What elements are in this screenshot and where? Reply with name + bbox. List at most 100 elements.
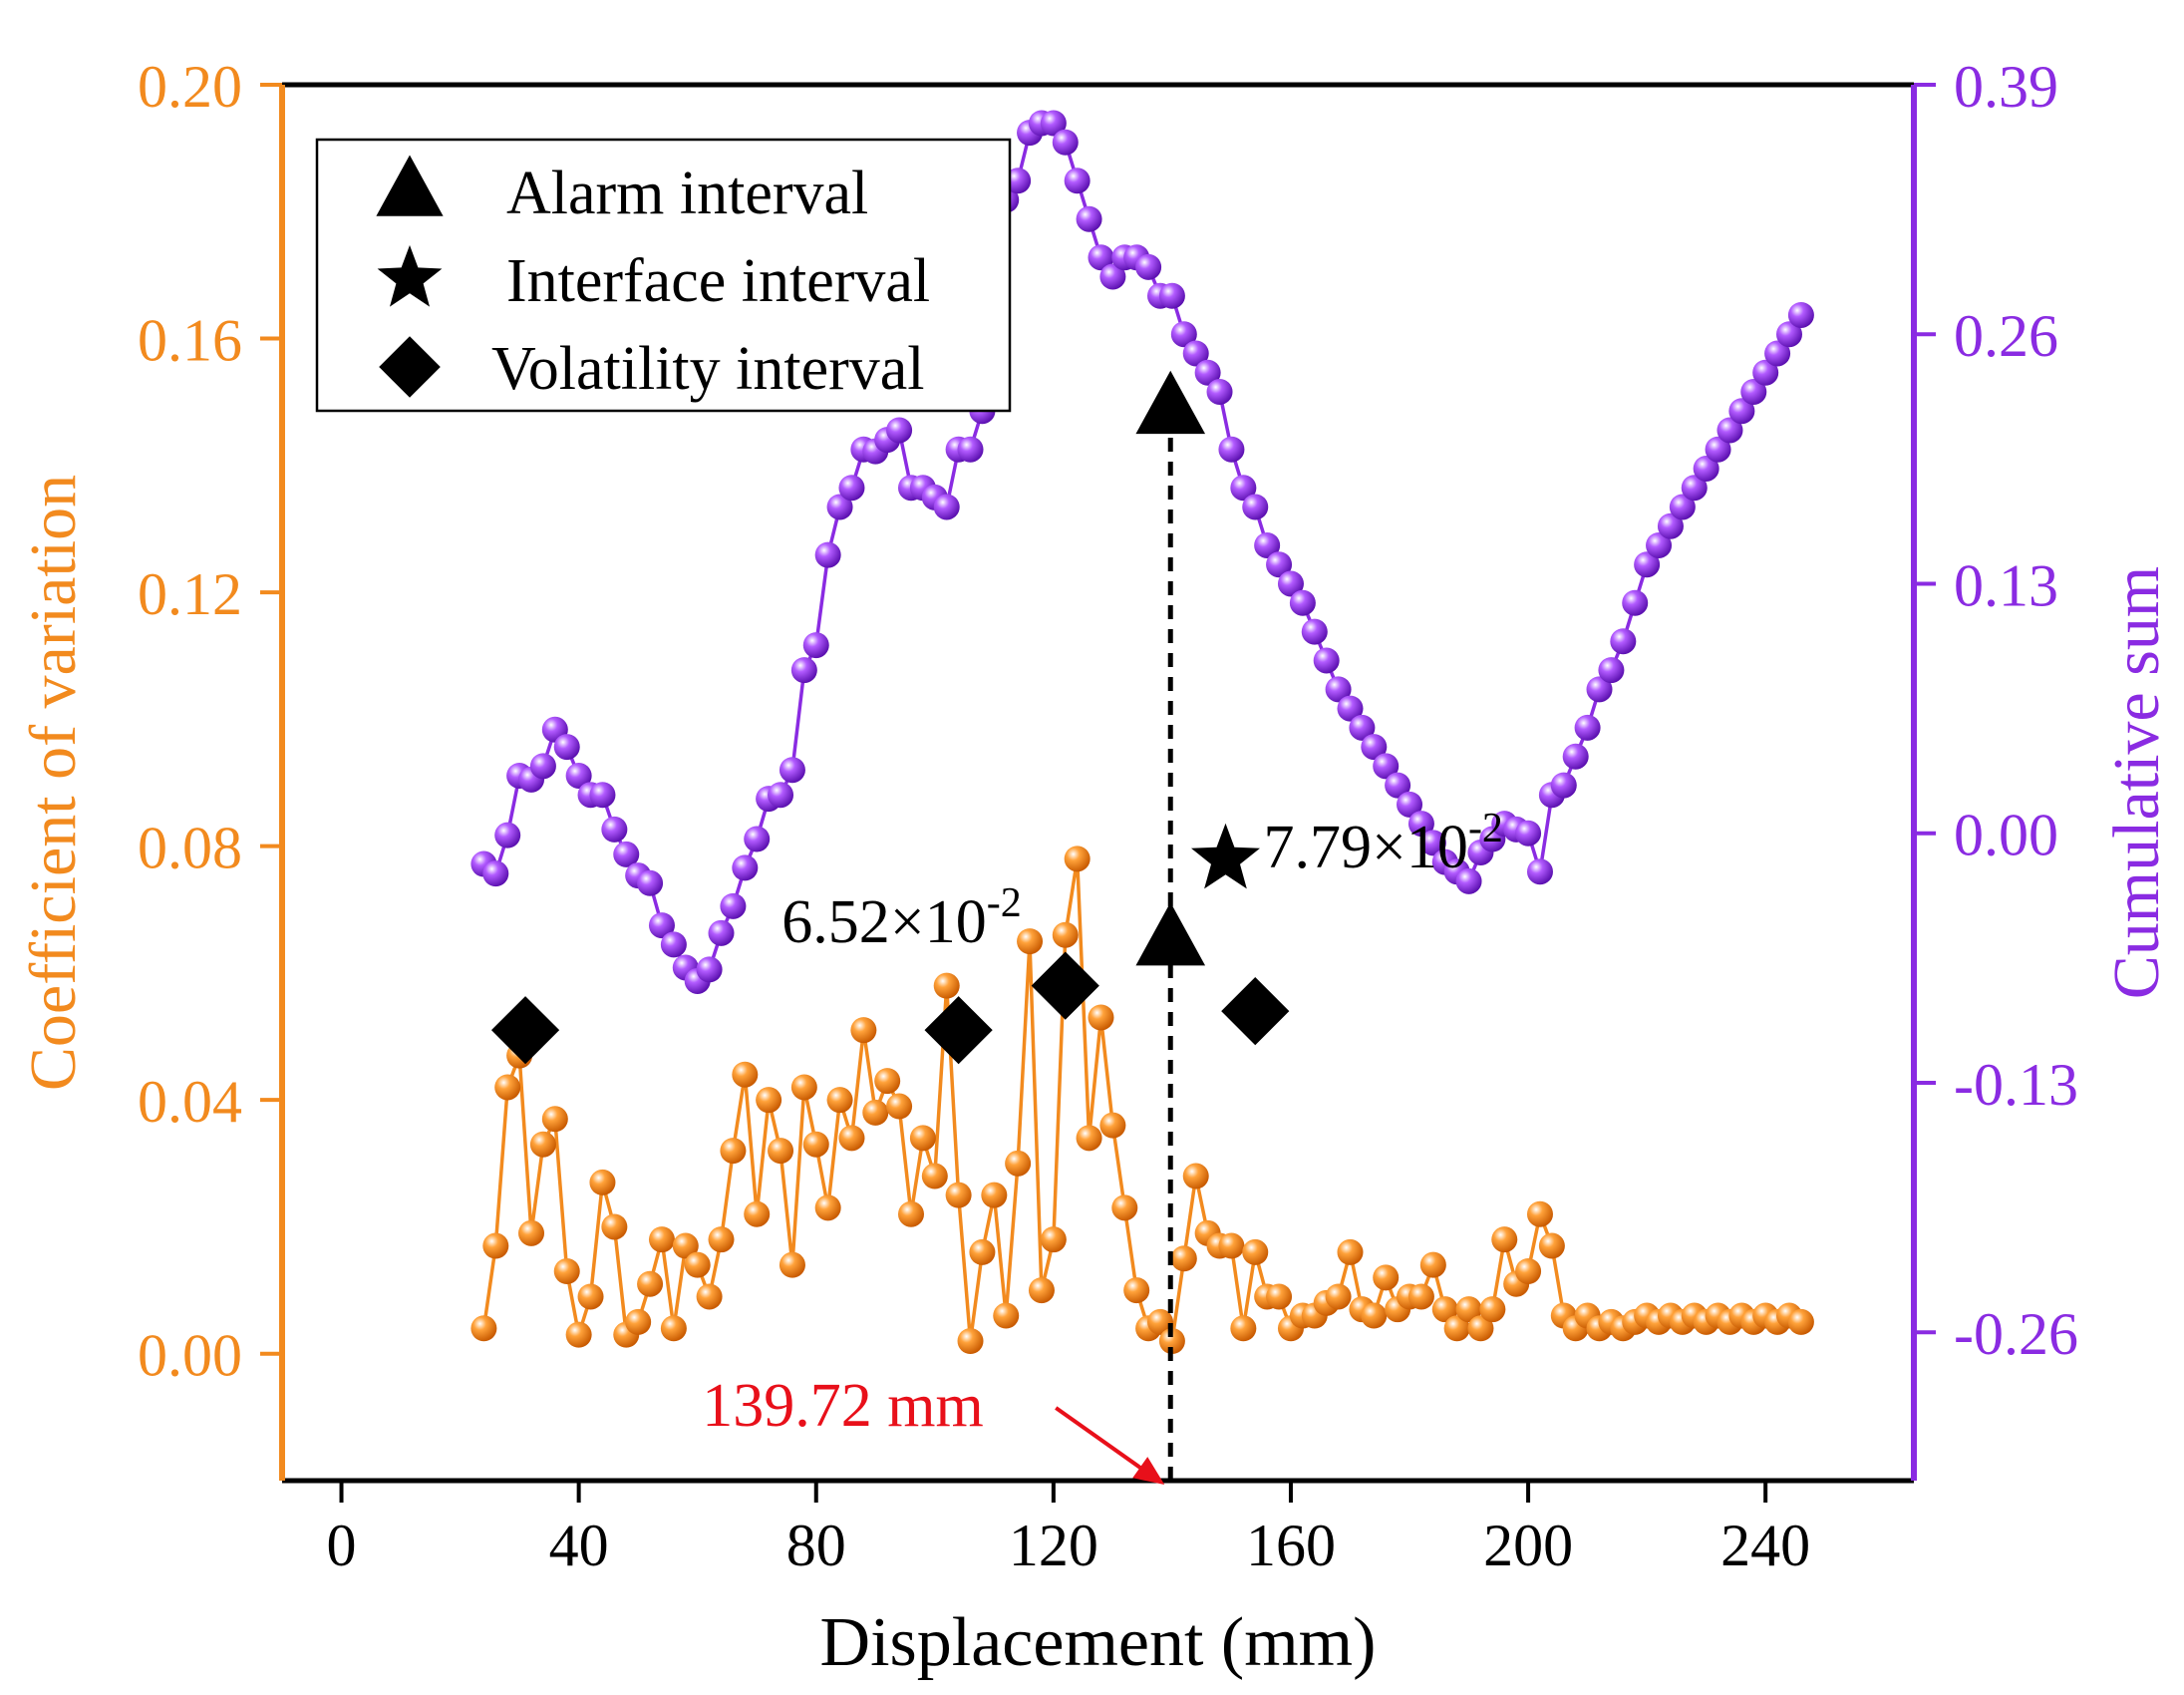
data-point [1076,205,1102,232]
data-point [1230,475,1257,502]
data-point [541,1106,568,1133]
data-point [933,972,960,999]
legend-label: Alarm interval [506,160,868,227]
data-point [1361,1302,1388,1329]
data-point [838,475,865,502]
data-point [613,841,640,867]
data-point [1443,1315,1470,1342]
series-layer [470,110,1814,1354]
data-point [1349,714,1376,741]
data-point [814,541,841,568]
data-point [637,1270,664,1297]
data-point [826,1087,853,1114]
data-point [553,1258,580,1284]
data-point [1787,1308,1814,1335]
data-point [1586,676,1613,703]
diamond-marker [924,996,993,1065]
data-point [1479,1296,1506,1323]
data-point [1407,811,1434,838]
data-point [470,1315,497,1342]
data-point [1289,589,1316,616]
data-point [684,1251,711,1278]
annotation-exponent: -2 [987,880,1022,926]
data-point [1040,110,1067,137]
position-arrow-shaft [1055,1406,1146,1473]
x-axis-title: Displacement (mm) [820,1604,1377,1681]
data-point [1135,253,1162,280]
data-point [482,860,509,887]
data-point [1158,1328,1185,1354]
data-point [1740,378,1767,405]
data-point [874,1068,901,1095]
data-point [1419,1251,1446,1278]
data-point [1158,282,1185,309]
data-point [589,1169,616,1195]
data-point [909,1125,936,1152]
data-point [1455,867,1482,894]
data-point [494,1074,521,1101]
data-point [1373,1264,1400,1291]
position-arrow-head [1132,1457,1165,1485]
right-tick-label: -0.13 [1954,1052,2078,1118]
data-point [1242,1238,1269,1265]
left-tick-label: 0.08 [138,816,242,881]
data-point [1669,494,1696,520]
annotation-base: 7.79×10 [1263,814,1467,881]
data-point [1397,791,1423,818]
right-axis-title: Cumulative sum [2100,566,2173,999]
diamond-marker [1221,976,1290,1046]
data-point [601,816,628,843]
data-point [529,753,556,780]
data-point [1728,398,1755,425]
data-point [1337,695,1364,722]
data-point [708,919,735,946]
data-point [1657,512,1684,539]
annotation-alarm: 6.52×10-2 [781,880,1021,956]
data-point [720,1138,747,1165]
data-point [1337,1238,1364,1265]
x-tick-label: 120 [1009,1513,1098,1578]
data-point [1325,1283,1352,1310]
data-point [1088,1004,1114,1031]
data-point [1028,1277,1055,1304]
data-point [744,826,771,852]
data-point [1431,1296,1458,1323]
right-tick-label: 0.00 [1954,803,2058,868]
data-point [1194,359,1221,386]
annotation-position: 139.72 mm [702,1372,983,1440]
data-point [1764,340,1791,367]
data-point [1052,129,1079,156]
data-point [1052,921,1079,948]
data-point [1491,1226,1518,1253]
data-point [1005,168,1032,194]
series-cumulative-sum [470,110,1814,994]
data-point [1218,1232,1245,1259]
data-point [1313,647,1340,674]
data-point [1407,1283,1434,1310]
x-tick-label: 40 [549,1513,609,1578]
x-tick-label: 240 [1720,1513,1810,1578]
data-point [1419,830,1446,856]
left-tick-label: 0.00 [138,1323,242,1389]
left-tick-label: 0.12 [138,561,242,627]
right-tick-label: 0.39 [1954,54,2058,120]
data-point [1170,321,1197,348]
data-point [768,782,794,809]
data-point [744,1200,771,1227]
data-point [1610,628,1637,655]
legend-star-icon [377,244,443,307]
annotation-interface: 7.79×10-2 [1263,806,1502,881]
triangle-marker [1135,902,1206,966]
data-point [1787,301,1814,328]
data-point [886,417,913,444]
annotation-exponent: -2 [1468,806,1503,851]
series-line [481,858,1802,1346]
data-point [601,1213,628,1240]
data-point [1646,531,1673,558]
diamond-marker [490,996,560,1065]
series-coefficient-of-variation [470,846,1814,1354]
legend-label: Volatility interval [491,335,925,403]
data-point [1325,676,1352,703]
data-point [1681,475,1708,502]
